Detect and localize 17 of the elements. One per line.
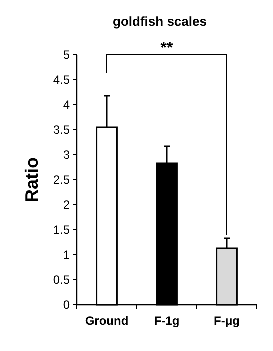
y-tick-label: 0	[63, 298, 70, 312]
y-tick-label: 0.5	[53, 273, 70, 288]
y-tick-label: 1.5	[53, 223, 70, 238]
y-tick-label: 2.5	[53, 173, 70, 188]
annotation: **	[160, 40, 174, 57]
y-tick-label: 4.5	[53, 73, 70, 88]
y-axis-title: Ratio	[22, 157, 42, 202]
x-tick-label: F-1g	[154, 314, 180, 328]
x-tick-label: Ground	[85, 314, 129, 328]
y-tick-label: 4	[63, 98, 70, 112]
y-tick-label: 2	[63, 198, 70, 212]
y-tick-label: 3	[63, 148, 70, 162]
y-tick-label: 1	[63, 248, 70, 262]
chart-title: goldfish scales	[113, 14, 207, 29]
x-tick-label: F-μg	[214, 314, 240, 328]
y-tick-label: 3.5	[53, 123, 70, 138]
y-tick-label: 5	[63, 48, 70, 62]
